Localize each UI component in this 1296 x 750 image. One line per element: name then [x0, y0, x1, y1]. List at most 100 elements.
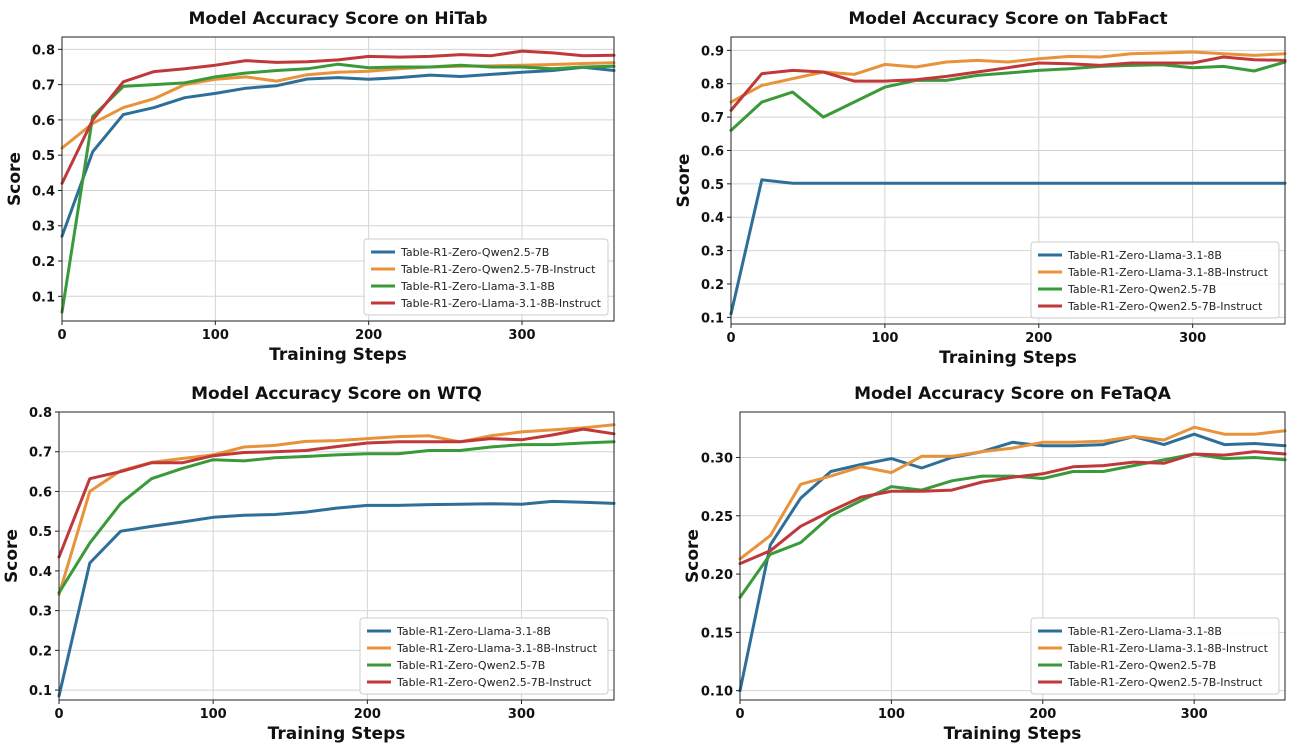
y-tick-label: 0.1	[32, 290, 55, 305]
x-tick-label: 200	[1025, 331, 1052, 346]
y-tick-label: 0.7	[32, 79, 55, 94]
y-tick-label: 0.1	[29, 684, 52, 699]
legend-entry: Table-R1-Zero-Llama-3.1-8B	[1067, 249, 1222, 262]
y-axis-label: Score	[5, 152, 25, 206]
legend-box	[1030, 241, 1280, 319]
x-axis-ticks: 0 100 200 300	[57, 321, 536, 343]
y-tick-label: 0.1	[701, 311, 724, 326]
y-tick-label: 0.7	[701, 111, 724, 126]
y-tick-label: 0.5	[29, 525, 52, 540]
y-tick-label: 0.3	[32, 220, 55, 235]
legend-entry: Table-R1-Zero-Qwen2.5-7B-Instruct	[1067, 676, 1263, 689]
chart-panel-4: Model Accuracy Score on FeTaQA 0 100 200 300…	[683, 384, 1287, 744]
y-tick-label: 0.4	[701, 211, 724, 226]
series-line-4	[60, 49, 616, 185]
x-tick-label: 100	[871, 331, 898, 346]
series-lines	[57, 423, 616, 698]
series-line-1	[57, 499, 616, 698]
y-axis-label: Score	[2, 529, 22, 583]
y-tick-label: 0.5	[32, 149, 55, 164]
y-tick-label: 0.20	[701, 568, 733, 583]
x-axis-ticks: 0 100 200 300	[726, 324, 1206, 346]
y-tick-label: 0.7	[29, 446, 52, 461]
plot-frame	[739, 411, 1286, 701]
y-tick-label: 0.9	[701, 44, 724, 59]
series-line-3	[729, 60, 1287, 132]
x-tick-label: 300	[508, 707, 535, 722]
y-tick-label: 0.6	[701, 144, 724, 159]
series-line-3	[738, 452, 1287, 599]
x-tick-label: 100	[200, 707, 227, 722]
x-tick-label: 100	[878, 707, 905, 722]
x-axis-label: Training Steps	[269, 345, 407, 365]
chart-title: Model Accuracy Score on TabFact	[848, 9, 1167, 29]
y-tick-label: 0.2	[32, 255, 55, 270]
x-axis-label: Training Steps	[268, 724, 406, 744]
y-tick-label: 0.30	[701, 451, 733, 466]
plot-frame	[61, 36, 615, 322]
series-line-2	[729, 50, 1287, 104]
y-tick-label: 0.3	[701, 245, 724, 260]
y-axis-ticks: 0.1 0.2 0.3 0.4 0.5 0.6 0.7 0.8	[32, 43, 62, 305]
y-tick-label: 0.2	[701, 278, 724, 293]
legend: Table-R1-Zero-Llama-3.1-8B Table-R1-Zero-…	[1030, 617, 1280, 695]
y-tick-label: 0.8	[701, 78, 724, 93]
x-axis-ticks: 0 100 200 300	[54, 700, 535, 722]
legend: Table-R1-Zero-Llama-3.1-8B Table-R1-Zero-…	[1030, 241, 1280, 319]
x-tick-label: 200	[1029, 707, 1056, 722]
legend-entry: Table-R1-Zero-Qwen2.5-7B-Instruct	[400, 263, 596, 276]
x-tick-label: 0	[57, 328, 66, 343]
series-line-4	[738, 450, 1287, 566]
legend-entry: Table-R1-Zero-Qwen2.5-7B	[1067, 283, 1216, 296]
legend: Table-R1-Zero-Llama-3.1-8B Table-R1-Zero-…	[359, 617, 609, 695]
chart-panel-2: Model Accuracy Score on TabFact 0 100 200 30…	[674, 9, 1287, 368]
x-tick-label: 200	[355, 328, 382, 343]
y-axis-label: Score	[674, 154, 694, 208]
series-line-2	[738, 425, 1287, 561]
y-tick-label: 0.3	[29, 605, 52, 620]
chart-title: Model Accuracy Score on WTQ	[191, 384, 482, 404]
series-line-1	[738, 432, 1287, 693]
x-tick-label: 0	[735, 707, 744, 722]
legend-box	[1030, 617, 1280, 695]
legend-box	[359, 617, 609, 695]
plot-frame	[730, 36, 1286, 325]
series-line-1	[729, 178, 1287, 316]
series-lines	[729, 50, 1287, 316]
chart-title: Model Accuracy Score on FeTaQA	[854, 384, 1172, 404]
legend-entry: Table-R1-Zero-Qwen2.5-7B	[1067, 659, 1216, 672]
y-axis-label: Score	[683, 529, 703, 583]
y-tick-label: 0.4	[29, 565, 52, 580]
series-lines	[738, 425, 1287, 693]
legend-entry: Table-R1-Zero-Llama-3.1-8B-Instruct	[1067, 266, 1269, 279]
y-tick-label: 0.8	[32, 43, 55, 58]
y-tick-label: 0.15	[701, 626, 733, 641]
legend-entry: Table-R1-Zero-Llama-3.1-8B-Instruct	[1067, 642, 1269, 655]
y-tick-label: 0.10	[701, 685, 733, 700]
series-line-4	[57, 427, 616, 559]
y-tick-label: 0.4	[32, 184, 55, 199]
legend-entry: Table-R1-Zero-Llama-3.1-8B-Instruct	[400, 297, 602, 310]
series-line-2	[57, 423, 616, 597]
legend-entry: Table-R1-Zero-Llama-3.1-8B	[400, 280, 555, 293]
y-tick-label: 0.8	[29, 406, 52, 421]
legend-entry: Table-R1-Zero-Llama-3.1-8B	[396, 625, 551, 638]
chart-panel-3: Model Accuracy Score on WTQ 0 100 200 300 0.1…	[2, 384, 616, 744]
series-line-1	[60, 65, 616, 238]
legend-box	[363, 238, 609, 316]
x-tick-label: 0	[54, 707, 63, 722]
x-tick-label: 300	[508, 328, 535, 343]
x-tick-label: 200	[354, 707, 381, 722]
legend-entry: Table-R1-Zero-Qwen2.5-7B	[400, 246, 549, 259]
y-axis-ticks: 0.1 0.2 0.3 0.4 0.5 0.6 0.7 0.8 0.9	[701, 44, 731, 326]
series-line-3	[57, 440, 616, 595]
x-axis-ticks: 0 100 200 300	[735, 700, 1208, 722]
y-tick-label: 0.6	[29, 485, 52, 500]
legend: Table-R1-Zero-Qwen2.5-7B Table-R1-Zero-Qw…	[363, 238, 609, 316]
legend-entry: Table-R1-Zero-Qwen2.5-7B-Instruct	[1067, 300, 1263, 313]
y-tick-label: 0.6	[32, 114, 55, 129]
legend-entry: Table-R1-Zero-Qwen2.5-7B-Instruct	[396, 676, 592, 689]
legend-entry: Table-R1-Zero-Qwen2.5-7B	[396, 659, 545, 672]
series-lines	[60, 49, 616, 314]
